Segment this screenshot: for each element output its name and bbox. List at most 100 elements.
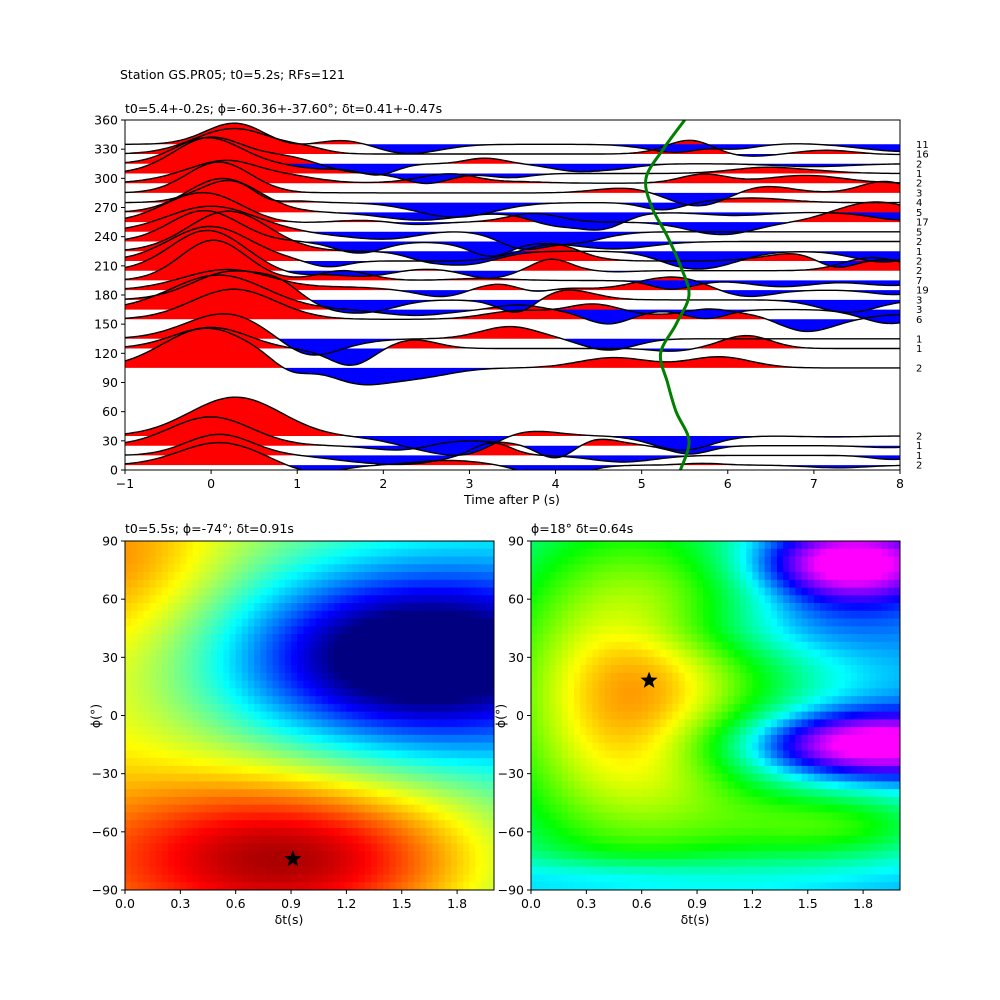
heatmap-cell bbox=[604, 564, 612, 573]
heatmap-cell bbox=[389, 665, 397, 674]
heatmap-cell bbox=[438, 781, 446, 790]
heatmap-cell bbox=[407, 610, 415, 620]
heatmap-cell bbox=[297, 657, 304, 666]
heatmap-cell bbox=[291, 734, 298, 744]
heatmap-cell bbox=[586, 781, 594, 790]
heatmap-cell bbox=[715, 843, 723, 852]
heatmap-cell bbox=[346, 680, 354, 689]
heatmap-cell bbox=[426, 789, 434, 798]
heatmap-cell bbox=[198, 874, 206, 883]
heatmap-cell bbox=[660, 866, 667, 876]
heatmap-cell bbox=[807, 572, 815, 581]
heatmap-cell bbox=[647, 572, 655, 581]
heatmap-cell bbox=[161, 564, 169, 573]
heatmap-cell bbox=[155, 858, 163, 868]
heatmap-cell bbox=[254, 843, 261, 852]
heatmap-cell bbox=[198, 688, 206, 697]
heatmap-cell bbox=[315, 882, 323, 890]
heatmap-cell bbox=[740, 541, 747, 550]
heatmap-cell bbox=[334, 688, 341, 697]
heatmap-cell bbox=[709, 572, 717, 581]
heatmap-cell bbox=[457, 835, 464, 845]
trace-count-label: 5 bbox=[916, 227, 922, 238]
heatmap-cell bbox=[789, 874, 797, 883]
heatmap-cell bbox=[407, 827, 415, 837]
heatmap-cell bbox=[143, 672, 151, 682]
heatmap-cell bbox=[758, 696, 766, 705]
heatmap-cell bbox=[401, 820, 409, 829]
heatmap-cell bbox=[672, 603, 680, 612]
heatmap-cell bbox=[377, 781, 384, 790]
heatmap-cell bbox=[198, 858, 206, 868]
heatmap-cell bbox=[217, 843, 224, 852]
heatmap-cell bbox=[592, 719, 600, 728]
heatmap-cell bbox=[795, 835, 803, 845]
heatmap-cell bbox=[438, 696, 446, 705]
heatmap-cell bbox=[125, 603, 132, 612]
heatmap-cell bbox=[174, 587, 181, 596]
heatmap-cell bbox=[315, 665, 323, 674]
heatmap-cell bbox=[574, 680, 581, 689]
heatmap-cell bbox=[537, 765, 544, 775]
heatmap-cell bbox=[125, 719, 132, 728]
heatmap-cell bbox=[660, 820, 667, 829]
heatmap-cell bbox=[340, 874, 347, 883]
heatmap-cell bbox=[629, 641, 637, 651]
heatmap-cell bbox=[715, 882, 723, 890]
heatmap-cell bbox=[401, 866, 409, 876]
heatmap-cell bbox=[733, 750, 741, 759]
heatmap-cell bbox=[537, 773, 544, 783]
heatmap-cell bbox=[598, 882, 606, 890]
heatmap-cell bbox=[813, 587, 821, 596]
heatmap-cell bbox=[383, 610, 391, 620]
heatmap-cell bbox=[709, 703, 717, 713]
heatmap-cell bbox=[161, 796, 169, 806]
heatmap-cell bbox=[401, 851, 409, 860]
heatmap-cell bbox=[487, 843, 494, 852]
heatmap-cell bbox=[297, 835, 304, 845]
heatmap-cell bbox=[198, 711, 206, 720]
trace-negative-fill bbox=[125, 290, 900, 297]
heatmap-cell bbox=[610, 572, 618, 581]
heatmap-cell bbox=[740, 564, 747, 573]
heatmap-cell bbox=[709, 796, 717, 806]
heatmap-cell bbox=[389, 796, 397, 806]
heatmap-cell bbox=[260, 541, 268, 550]
heatmap-cell bbox=[168, 758, 175, 767]
heatmap-cell bbox=[777, 789, 784, 798]
heatmap-cell bbox=[284, 603, 292, 612]
heatmap-cell bbox=[383, 851, 391, 860]
heatmap-cell bbox=[709, 773, 717, 783]
heatmap-cell bbox=[211, 758, 218, 767]
heatmap-cell bbox=[278, 595, 286, 604]
heatmap-cell bbox=[327, 665, 335, 674]
heatmap-cell bbox=[733, 734, 741, 744]
heatmap-cell bbox=[672, 657, 680, 666]
heatmap-cell bbox=[457, 804, 464, 814]
heatmap-cell bbox=[346, 587, 354, 596]
heatmap-cell bbox=[377, 541, 384, 550]
heatmap-cell bbox=[580, 765, 587, 775]
heatmap-cell bbox=[623, 742, 630, 751]
heatmap-cell bbox=[309, 874, 317, 883]
heatmap-cell bbox=[475, 595, 483, 604]
heatmap-cell bbox=[260, 626, 268, 635]
heatmap-cell bbox=[697, 556, 704, 565]
heatmap-cell bbox=[340, 742, 347, 751]
heatmap-cell bbox=[229, 812, 237, 821]
heatmap-cell bbox=[598, 680, 606, 689]
heatmap-cell bbox=[813, 688, 821, 697]
heatmap-cell bbox=[414, 851, 421, 860]
heatmap-cell bbox=[789, 835, 797, 845]
heatmap-cell bbox=[303, 773, 311, 783]
heatmap-cell bbox=[248, 858, 255, 868]
heatmap-cell bbox=[469, 789, 477, 798]
heatmap-cell bbox=[678, 703, 686, 713]
heatmap-cell bbox=[420, 758, 427, 767]
heatmap-cell bbox=[444, 587, 452, 596]
heatmap-cell bbox=[487, 665, 494, 674]
heatmap-cell bbox=[703, 734, 710, 744]
heatmap-cell bbox=[444, 827, 452, 837]
heatmap-cell bbox=[795, 556, 803, 565]
heatmap-cell bbox=[660, 556, 667, 565]
